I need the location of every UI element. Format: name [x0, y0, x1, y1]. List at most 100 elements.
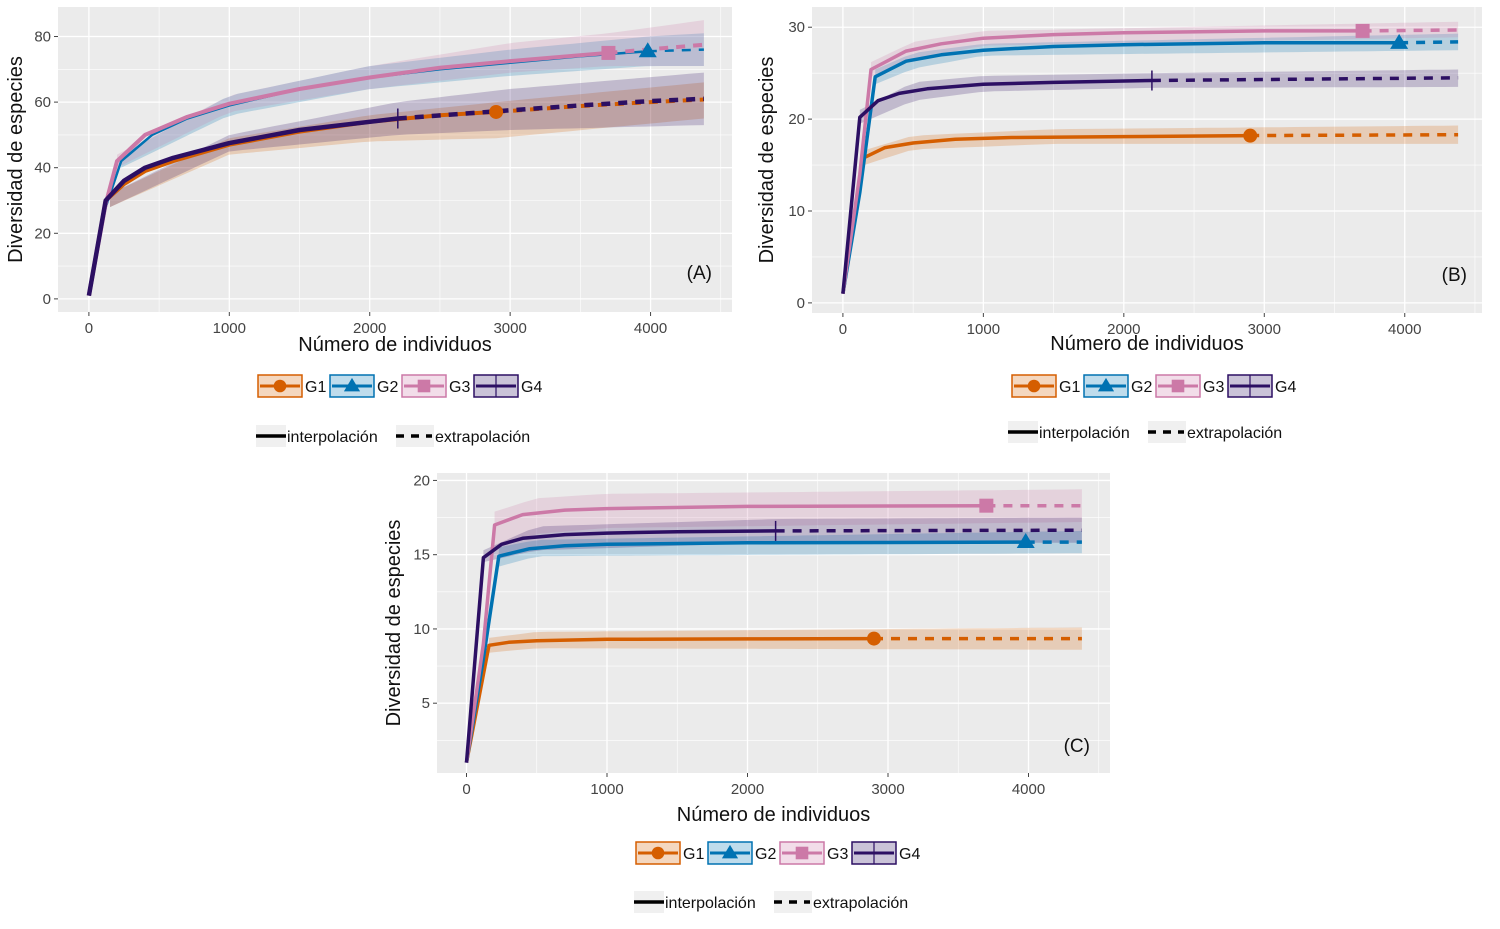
y-tick-label: 0 [797, 295, 805, 312]
x-tick-label: 1000 [967, 321, 1000, 338]
legend-linetype: interpolación extrapolación [634, 891, 908, 913]
legend-item-g4: G4 [851, 841, 920, 865]
x-tick-label: 2000 [353, 320, 386, 337]
y-tick-label: 80 [34, 29, 51, 46]
x-axis-title: Número de individuos [677, 804, 870, 826]
legend-label: G3 [827, 846, 848, 863]
legend-key-marker [1097, 377, 1115, 392]
interpolation-line-g3 [841, 29, 1363, 294]
extrapolation-line-g1 [1250, 132, 1459, 138]
x-tick-label: 0 [85, 320, 93, 337]
interpolation-line-g1 [841, 133, 1251, 294]
ci-band-g2 [498, 530, 1082, 567]
legend-key-marker [1171, 379, 1185, 393]
y-tick-label: 10 [413, 621, 430, 638]
legend-label: G3 [449, 379, 470, 396]
x-axis-title: Número de individuos [1050, 333, 1243, 355]
x-tick-label: 4000 [634, 320, 667, 337]
legend-item-g3: G3 [1155, 374, 1224, 398]
ci-band-g3 [494, 489, 1082, 548]
observed-point-g3 [1355, 23, 1370, 38]
legend-a: G1 G2 G3 G4 interpolación extrapolación [256, 374, 542, 447]
interpolation-line-g1 [464, 636, 875, 763]
legend-item-g1: G1 [1011, 374, 1080, 398]
y-tick-label: 0 [43, 291, 51, 308]
legend-item-g2: G2 [329, 374, 398, 398]
observed-point-g1 [1243, 128, 1258, 143]
panel-label: (B) [1442, 265, 1467, 286]
legend-item-g2: G2 [1083, 374, 1152, 398]
legend-extrapolation-label: extrapolación [435, 429, 530, 446]
observed-point-g2 [638, 42, 657, 58]
legend-label: G1 [305, 379, 326, 396]
extrapolation-line-g4 [1151, 76, 1459, 83]
y-tick-label: 20 [413, 472, 430, 489]
y-axis-title: Diversidad de especies [383, 520, 405, 727]
x-tick-label: 3000 [1248, 321, 1281, 338]
ci-band-g1 [110, 82, 704, 208]
ci-band-g2 [875, 33, 1459, 85]
x-tick-label: 1000 [213, 320, 246, 337]
x-tick-label: 1000 [590, 781, 623, 798]
panel-label: (C) [1064, 736, 1090, 757]
y-tick-label: 20 [34, 225, 51, 242]
interpolation-line-g3 [464, 503, 987, 763]
panel-a: 0 1000 2000 3000 4000 0 20 40 60 80 (A) Número de i… [5, 7, 732, 356]
interpolation-line-g3 [86, 50, 609, 296]
legend-key-marker [343, 377, 361, 392]
legend-c: G1 G2 G3 G4 interpolación extrapolación [634, 841, 920, 913]
ci-band-g4 [483, 517, 1082, 563]
panel-b: 0 1000 2000 3000 4000 0 10 20 30 (B) Número de ind… [756, 7, 1482, 355]
legend-label: G4 [1275, 379, 1296, 396]
legend-item-g1: G1 [257, 374, 326, 398]
x-axis-title: Número de individuos [298, 334, 491, 356]
y-axis-title: Diversidad de especies [756, 57, 778, 264]
legend-key-marker [795, 846, 809, 860]
legend-item-g3: G3 [401, 374, 470, 398]
legend-label: G4 [899, 846, 920, 863]
legend-linetype: interpolación extrapolación [1008, 421, 1282, 443]
legend-item-g2: G2 [707, 841, 776, 865]
legend-label: G3 [1203, 379, 1224, 396]
y-tick-label: 15 [413, 547, 430, 564]
extrapolation-line-g4 [775, 528, 1082, 533]
legend-label: G1 [1059, 379, 1080, 396]
interpolation-line-g4 [464, 529, 776, 763]
legend-key-marker [1027, 379, 1041, 393]
legend-key-marker [273, 379, 287, 393]
x-tick-label: 3000 [493, 320, 526, 337]
legend-item-g1: G1 [635, 841, 704, 865]
legend-label: G2 [377, 379, 398, 396]
y-tick-label: 5 [422, 695, 430, 712]
observed-point-g2 [1390, 33, 1409, 49]
observed-point-g1 [866, 631, 881, 646]
x-tick-label: 0 [462, 781, 470, 798]
y-tick-label: 30 [788, 19, 805, 36]
observed-point-g3 [601, 45, 616, 60]
legend-extrapolation-label: extrapolación [1187, 425, 1282, 442]
panel-label: (A) [687, 263, 712, 284]
legend-interpolation-label: interpolación [665, 895, 756, 912]
y-axis-title: Diversidad de especies [5, 56, 27, 263]
legend-item-g4: G4 [1227, 374, 1296, 398]
plot-background [437, 473, 1110, 773]
legend-key-marker [651, 846, 665, 860]
x-tick-label: 4000 [1388, 321, 1421, 338]
legend-key-marker [417, 379, 431, 393]
legend-item-g4: G4 [473, 374, 542, 398]
extrapolation-line-g4 [397, 96, 704, 121]
interpolation-line-g4 [841, 78, 1152, 294]
observed-point-g2 [1016, 533, 1035, 549]
observed-point-g3 [979, 498, 994, 513]
x-tick-label: 3000 [871, 781, 904, 798]
legend-item-g3: G3 [779, 841, 848, 865]
ci-band-g2 [121, 33, 704, 168]
legend-label: G2 [1131, 379, 1152, 396]
x-tick-label: 2000 [1107, 321, 1140, 338]
legend-label: G4 [521, 379, 542, 396]
interpolation-line-g4 [86, 116, 399, 296]
x-tick-label: 4000 [1012, 781, 1045, 798]
y-tick-label: 20 [788, 111, 805, 128]
legend-label: G1 [683, 846, 704, 863]
x-tick-label: 0 [839, 321, 847, 338]
